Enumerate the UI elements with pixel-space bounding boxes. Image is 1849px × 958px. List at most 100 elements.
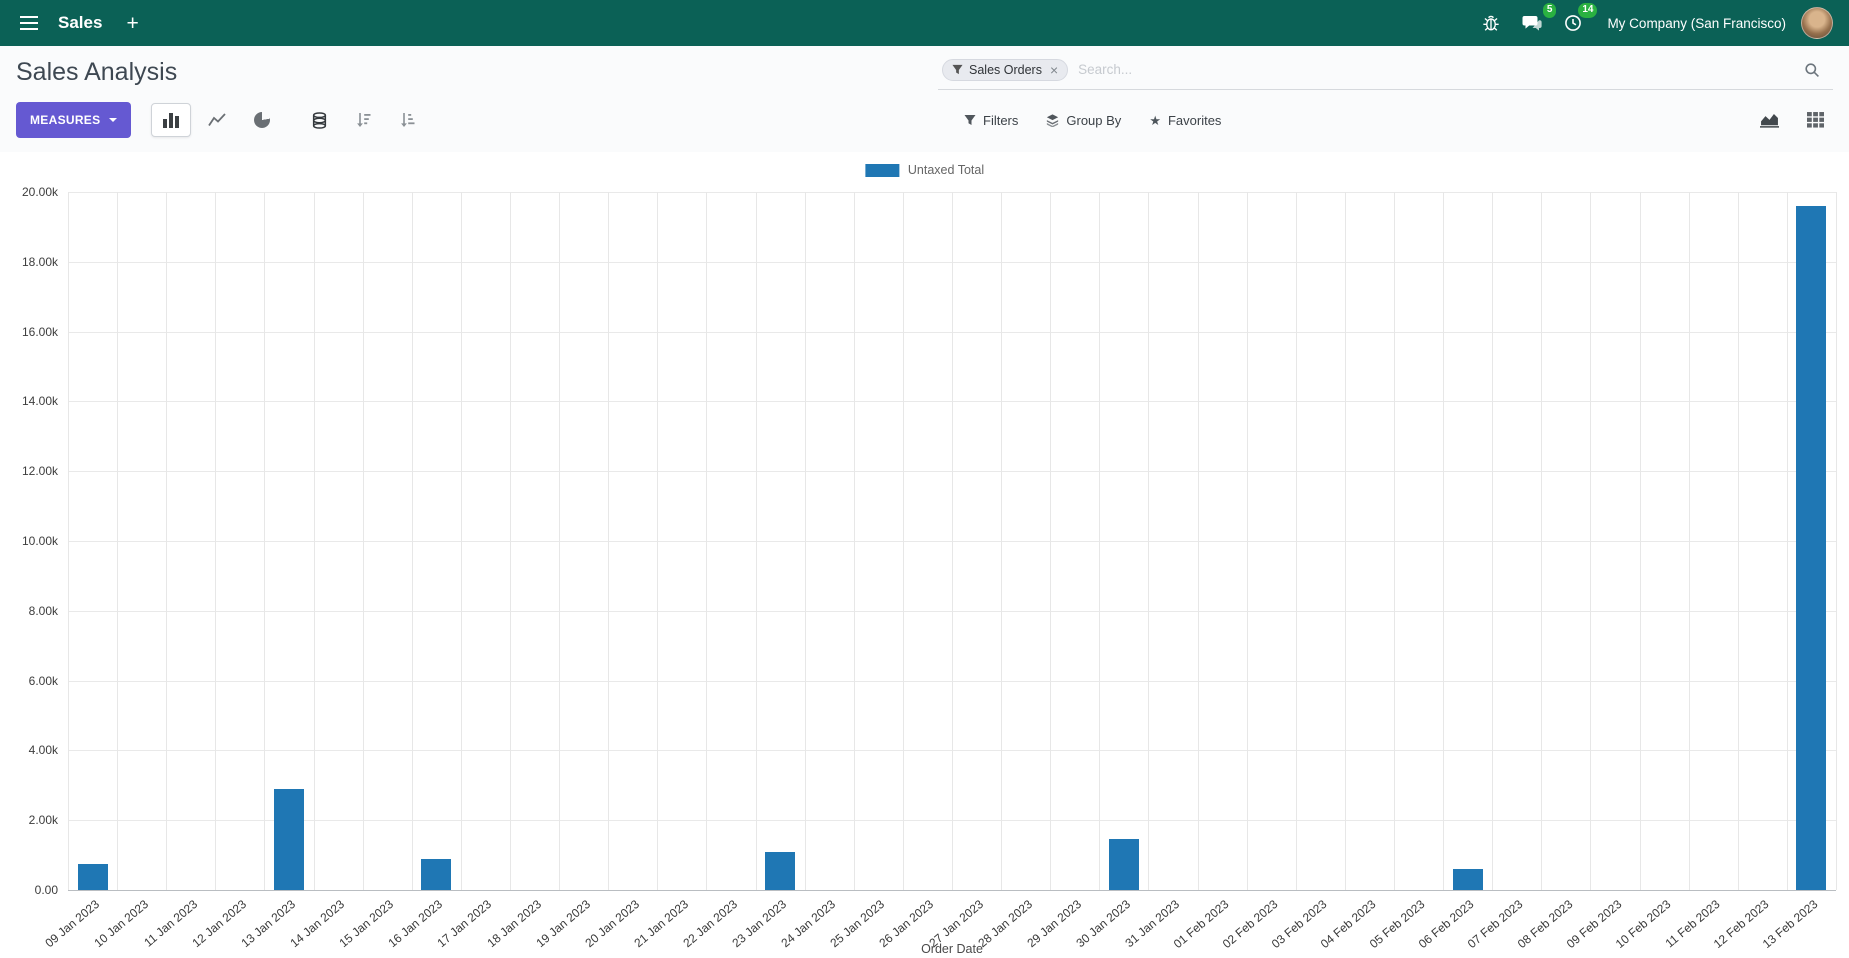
y-tick-label: 10.00k [21, 534, 58, 548]
top-navbar: Sales + 5 14 My Company (San Francisco) [0, 0, 1849, 46]
x-gridline [1836, 192, 1837, 890]
x-gridline [1295, 192, 1297, 890]
bar[interactable] [765, 852, 795, 890]
chart-section: Untaxed Total 0.00 2.00k 4.00k 6.00k 8.00k 10… [0, 152, 1849, 958]
search-input[interactable]: Search... [1078, 62, 1133, 77]
x-gridline [1099, 192, 1101, 890]
messages-badge: 5 [1542, 3, 1557, 18]
x-gridline [1344, 192, 1346, 890]
company-switcher[interactable]: My Company (San Francisco) [1607, 15, 1786, 31]
filters-label: Filters [983, 112, 1019, 128]
x-gridline [166, 192, 168, 890]
x-gridline [510, 192, 511, 890]
filters-button[interactable]: Filters [964, 113, 1018, 128]
star-icon: ★ [1149, 112, 1161, 128]
x-gridline [460, 192, 462, 890]
search-bar[interactable]: Sales Orders × Search... [938, 54, 1833, 90]
database-icon[interactable] [301, 103, 338, 138]
x-gridline [1001, 192, 1003, 890]
bar[interactable] [1109, 839, 1139, 890]
legend-label: Untaxed Total [907, 163, 985, 177]
view-toolbar: MEASURES [16, 100, 1833, 140]
x-gridline [952, 192, 953, 890]
new-window-button[interactable]: + [126, 11, 139, 35]
measures-button[interactable]: MEASURES [16, 102, 132, 138]
sort-asc-icon[interactable] [388, 103, 426, 137]
search-facet[interactable]: Sales Orders × [942, 58, 1069, 81]
x-gridline [117, 192, 119, 890]
navbar-right: 5 14 My Company (San Francisco) [1478, 3, 1833, 39]
magnifier-icon[interactable] [1799, 57, 1825, 83]
y-tick-label: 12.00k [21, 464, 58, 479]
x-gridline [853, 192, 855, 890]
x-gridline [362, 192, 364, 890]
y-tick-label: 18.00k [21, 254, 58, 269]
caret-down-icon [109, 118, 118, 126]
bar[interactable] [274, 788, 304, 890]
bug-icon[interactable] [1478, 10, 1504, 36]
x-gridline [1148, 192, 1150, 890]
chat-bubble-icon[interactable]: 5 [1519, 3, 1557, 36]
search-options-group: Filters Group By ★ Favorites [964, 113, 1221, 128]
x-gridline [1590, 192, 1592, 890]
x-gridline [755, 192, 757, 890]
y-tick-label: 4.00k [28, 743, 58, 758]
bar-chart-icon[interactable] [151, 103, 192, 137]
funnel-icon [964, 114, 976, 126]
x-gridline [1541, 192, 1543, 890]
app-name[interactable]: Sales [58, 13, 103, 32]
bar[interactable] [1796, 205, 1826, 890]
grid-icon[interactable] [1798, 105, 1833, 135]
layers-icon [1046, 113, 1059, 127]
bar[interactable] [421, 858, 451, 890]
activities-badge: 14 [1578, 3, 1598, 18]
group-by-button[interactable]: Group By [1046, 113, 1121, 128]
measures-label: MEASURES [30, 113, 101, 127]
x-gridline [559, 192, 561, 890]
x-gridline [1688, 192, 1690, 890]
x-gridline [804, 192, 806, 890]
x-gridline [1492, 192, 1494, 890]
y-tick-label: 6.00k [28, 673, 58, 688]
sort-desc-icon[interactable] [344, 103, 382, 137]
bar[interactable] [78, 863, 108, 890]
x-gridline [1050, 192, 1052, 890]
chart-type-group [151, 103, 281, 137]
legend-swatch [864, 163, 899, 177]
favorites-button[interactable]: ★ Favorites [1149, 113, 1221, 128]
clock-icon[interactable]: 14 [1560, 3, 1598, 36]
favorites-label: Favorites [1167, 112, 1222, 128]
hamburger-icon[interactable] [16, 10, 42, 36]
y-tick-label: 20.00k [21, 185, 58, 199]
page-title: Sales Analysis [16, 58, 178, 86]
plot-area: 0.00 2.00k 4.00k 6.00k 8.00k 10.00k 12.00k 14.0… [22, 185, 1837, 951]
facet-label: Sales Orders [969, 62, 1042, 77]
navbar-left: Sales + [16, 10, 139, 36]
pie-chart-icon[interactable] [243, 103, 281, 137]
x-gridline [1246, 192, 1248, 890]
y-gridline [68, 890, 1836, 891]
x-gridline [411, 192, 413, 890]
bar[interactable] [1453, 869, 1483, 890]
y-tick-label: 8.00k [28, 603, 58, 618]
x-gridline [1786, 192, 1788, 890]
funnel-icon [952, 64, 963, 75]
x-gridline [1639, 192, 1641, 890]
y-tick-label: 16.00k [21, 324, 58, 339]
x-gridline [657, 192, 659, 890]
graph-option-group [301, 103, 426, 138]
user-avatar[interactable] [1801, 7, 1833, 39]
area-chart-icon[interactable] [1751, 105, 1788, 135]
x-gridline [902, 192, 904, 890]
chart-legend[interactable]: Untaxed Total [864, 163, 985, 177]
x-gridline [1737, 192, 1739, 890]
y-tick-label: 14.00k [21, 394, 58, 409]
x-gridline [68, 192, 69, 890]
close-icon[interactable]: × [1049, 61, 1059, 78]
x-gridline [264, 192, 266, 890]
control-panel: Sales Analysis Sales Orders × Search... … [0, 46, 1849, 152]
y-tick-label: 0.00 [34, 883, 58, 897]
x-gridline [608, 192, 610, 890]
line-chart-icon[interactable] [197, 103, 237, 137]
